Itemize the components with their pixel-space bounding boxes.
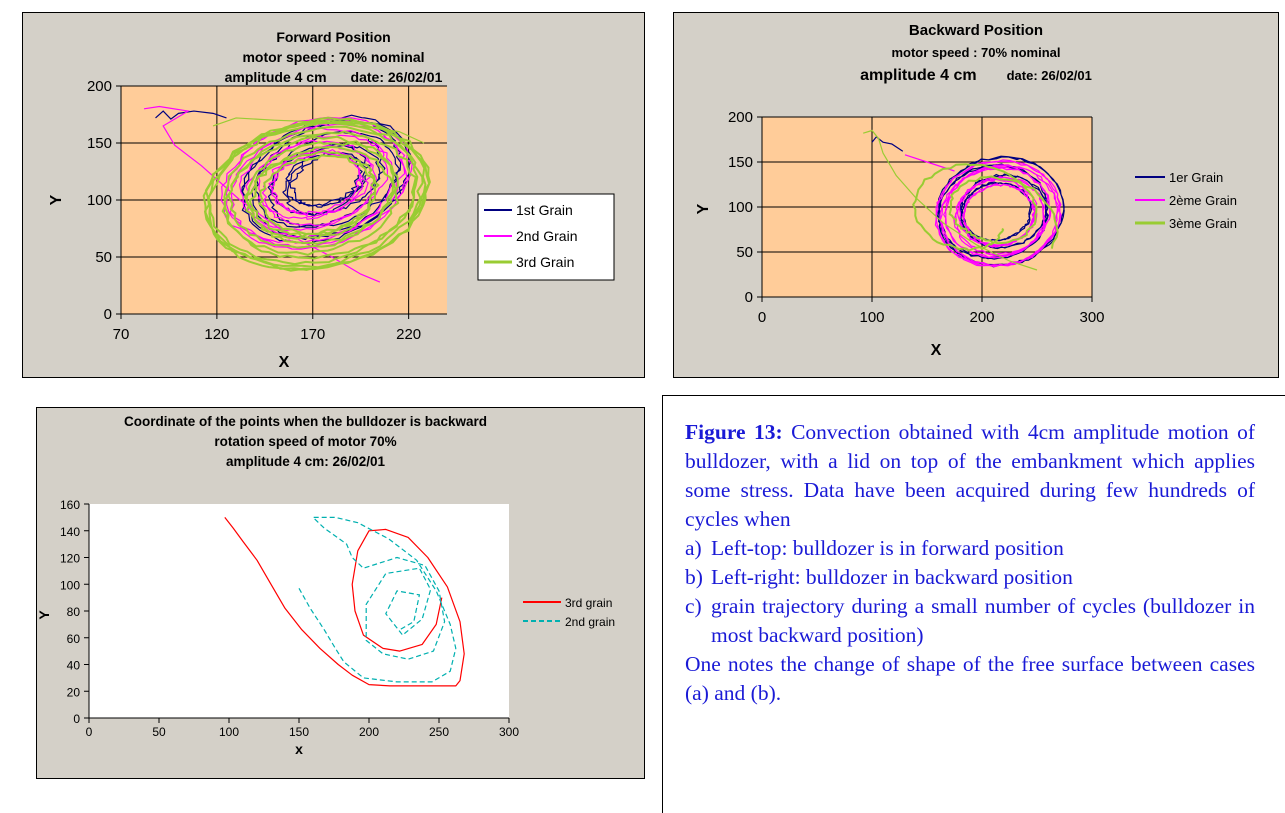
x-tick-label: 300 [499, 725, 519, 739]
legend-label: 2nd grain [565, 615, 615, 629]
caption-item-text: Left-right: bulldozer in backward positi… [711, 565, 1073, 589]
y-tick-label: 100 [60, 578, 80, 592]
chart-title-line-1: Forward Position [276, 29, 391, 45]
series-line [298, 516, 457, 683]
x-tick-label: 170 [300, 326, 325, 343]
series-0 [224, 517, 465, 687]
series-2 [863, 129, 1059, 271]
chart-title-line-2: motor speed : 70% nominal [891, 45, 1061, 60]
chart-title-date: date: 26/02/01 [1006, 68, 1092, 83]
series-line [224, 517, 465, 687]
caption-item-text: grain trajectory during a small number o… [711, 594, 1255, 647]
x-tick-label: 120 [204, 326, 229, 343]
figure-caption: Figure 13: Convection obtained with 4cm … [685, 418, 1255, 708]
caption-label: Figure 13: [685, 420, 783, 444]
x-tick-label: 250 [429, 725, 449, 739]
y-tick-label: 50 [95, 249, 112, 266]
legend-label: 1st Grain [516, 202, 573, 218]
legend-label: 2nd Grain [516, 228, 577, 244]
legend-label: 3ème Grain [1169, 216, 1237, 231]
y-tick-label: 0 [104, 306, 112, 323]
y-tick-label: 100 [728, 199, 753, 216]
chart-title-line-3: amplitude 4 cm date: 26/02/01 [23, 67, 644, 87]
x-axis-label: X [279, 354, 290, 371]
y-axis-label: Y [695, 203, 712, 214]
chart-title-line-1: Backward Position [908, 22, 1044, 39]
legend-label: 3rd Grain [516, 254, 574, 270]
legend-label: 1er Grain [1169, 170, 1223, 185]
y-tick-label: 150 [728, 154, 753, 171]
chart-title-line-3: amplitude 4 cm date: 26/02/01 [674, 65, 1278, 86]
series-tail [212, 117, 425, 144]
x-axis-label: x [295, 741, 303, 757]
series-line [912, 163, 1059, 252]
series-2 [202, 116, 431, 272]
series-1 [298, 516, 457, 683]
x-tick-label: 0 [86, 725, 93, 739]
y-tick-label: 50 [736, 244, 753, 261]
y-tick-label: 100 [87, 192, 112, 209]
chart-title-line-3: amplitude 4 cm: 26/02/01 [225, 454, 386, 469]
y-tick-label: 200 [728, 109, 753, 126]
caption-intro: Figure 13: Convection obtained with 4cm … [685, 418, 1255, 534]
y-tick-label: 200 [87, 78, 112, 95]
chart-title-line-2: motor speed : 70% nominal [242, 49, 425, 65]
y-axis-label: Y [37, 610, 52, 620]
series-line [934, 159, 1062, 268]
x-tick-label: 100 [859, 309, 884, 326]
x-tick-label: 50 [152, 725, 166, 739]
x-tick-label: 70 [113, 326, 130, 343]
series-tail [871, 135, 904, 152]
caption-item-marker: b) [685, 565, 703, 589]
y-tick-label: 150 [87, 135, 112, 152]
figure-caption-box: Figure 13: Convection obtained with 4cm … [662, 395, 1285, 813]
x-axis-label: X [931, 342, 942, 359]
chart-title-amplitude: amplitude 4 cm [224, 69, 327, 85]
series-tail [863, 129, 1038, 271]
y-tick-label: 120 [60, 552, 80, 566]
chart-title-amplitude: amplitude 4 cm [860, 67, 977, 84]
caption-item: a) Left-top: bulldozer is in forward posi… [685, 534, 1255, 563]
forward-position-plot: 70 120 170 220 0 50 100 150 200 X Y 1st Grain 2nd Gr… [48, 78, 615, 371]
y-tick-label: 0 [73, 712, 80, 726]
chart-coordinate-backward: Coordinate of the points when the bulldo… [36, 407, 645, 779]
y-tick-label: 140 [60, 525, 80, 539]
x-tick-label: 200 [359, 725, 379, 739]
x-tick-label: 220 [396, 326, 421, 343]
legend-label: 2ème Grain [1169, 193, 1237, 208]
y-tick-label: 40 [67, 659, 81, 673]
x-tick-label: 0 [758, 309, 766, 326]
chart-backward-position: Backward Position motor speed : 70% nomi… [673, 12, 1279, 378]
caption-list: a) Left-top: bulldozer is in forward posi… [685, 534, 1255, 650]
chart-title-line-2: rotation speed of motor 70% [214, 434, 397, 449]
coordinate-backward-plot: 0 50 100 150 200 250 300 0 20 40 60 80 100 120 140 160 x… [37, 498, 615, 757]
y-tick-label: 0 [745, 289, 753, 306]
y-tick-label: 20 [67, 685, 81, 699]
chart-forward-position: Forward Position motor speed : 70% nomin… [22, 12, 645, 378]
x-tick-label: 150 [289, 725, 309, 739]
x-tick-label: 200 [969, 309, 994, 326]
caption-item-marker: a) [685, 536, 702, 560]
caption-intro-text: Convection obtained with 4cm amplitude m… [685, 420, 1255, 531]
chart-title-date: date: 26/02/01 [350, 69, 443, 85]
chart-title-line-1: Coordinate of the points when the bulldo… [123, 414, 488, 429]
caption-item-marker: c) [685, 594, 702, 618]
x-tick-label: 300 [1079, 309, 1104, 326]
caption-item: b) Left-right: bulldozer in backward posi… [685, 563, 1255, 592]
y-tick-label: 60 [67, 632, 81, 646]
caption-item-text: Left-top: bulldozer is in forward positi… [711, 536, 1064, 560]
caption-outro: One notes the change of shape of the fre… [685, 652, 1255, 705]
y-tick-label: 80 [67, 605, 81, 619]
y-tick-label: 160 [60, 498, 80, 512]
y-axis-label: Y [48, 194, 65, 205]
legend-label: 3rd grain [565, 596, 612, 610]
backward-position-plot: 0 100 200 300 0 50 100 150 200 X Y 1er Grain 2ème Gr… [695, 109, 1237, 359]
x-tick-label: 100 [219, 725, 239, 739]
caption-item: c) grain trajectory during a small number… [685, 592, 1255, 650]
series-line [202, 116, 431, 272]
series-tail [155, 110, 227, 120]
